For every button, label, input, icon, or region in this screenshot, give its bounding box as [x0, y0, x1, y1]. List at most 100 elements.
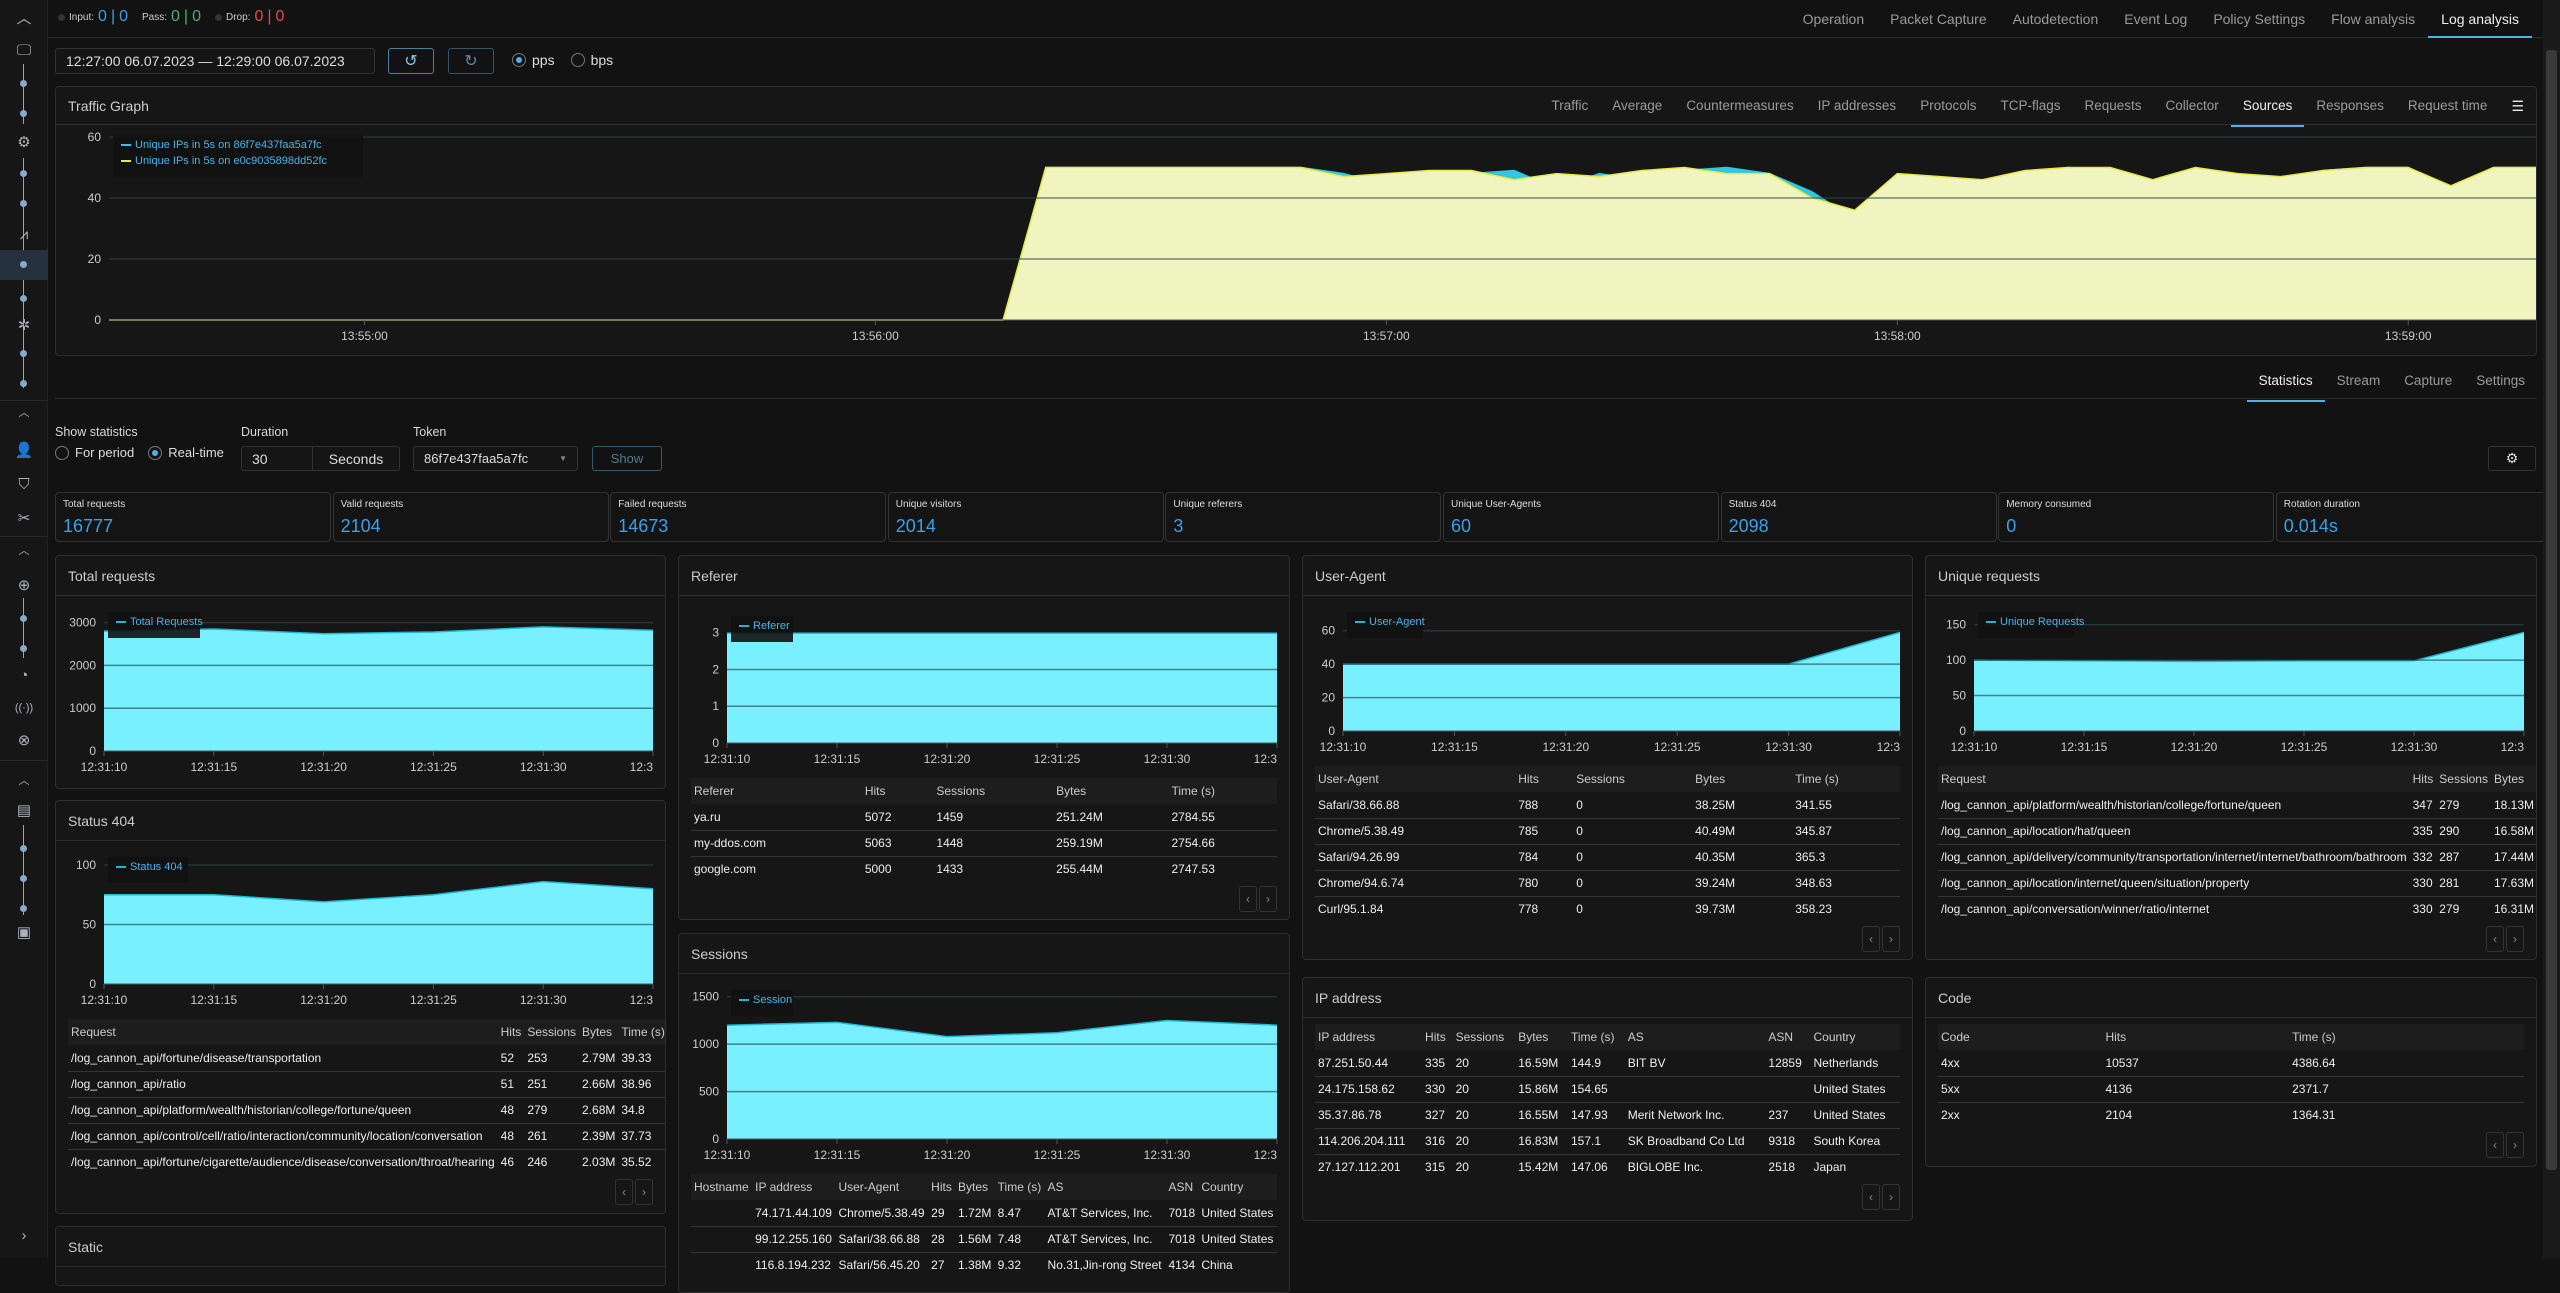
real-time-radio[interactable]: Real-time — [148, 445, 224, 460]
report-icon[interactable]: ▣ — [12, 922, 36, 944]
chart-legend[interactable]: User-Agent — [1347, 612, 1425, 638]
column-header[interactable]: AS — [1045, 1174, 1166, 1200]
collapse-up-icon[interactable]: ︿ — [12, 402, 36, 424]
next-page-button[interactable]: › — [2506, 926, 2524, 952]
tab-requests[interactable]: Requests — [2072, 87, 2153, 127]
nav-dot[interactable] — [20, 615, 27, 622]
column-header[interactable]: Hits — [1515, 766, 1573, 792]
prev-page-button[interactable]: ‹ — [2486, 1132, 2504, 1158]
column-header[interactable]: Request — [68, 1019, 498, 1045]
show-button[interactable]: Show — [592, 446, 662, 471]
tab-stream[interactable]: Stream — [2325, 362, 2393, 402]
user-icon[interactable]: 👤 — [12, 440, 36, 462]
next-page-button[interactable]: › — [1259, 886, 1277, 912]
tab-flow-analysis[interactable]: Flow analysis — [2318, 0, 2428, 38]
nav-dot[interactable] — [20, 110, 27, 117]
prev-page-button[interactable]: ‹ — [615, 1179, 633, 1205]
chart-legend[interactable]: Total Requests — [108, 612, 203, 638]
nav-dot[interactable] — [20, 845, 27, 852]
column-header[interactable]: Hits — [2102, 1024, 2289, 1050]
collapse-up-icon[interactable]: ︿ — [12, 540, 36, 562]
table-row[interactable]: /log_cannon_api/fortune/disease/transpor… — [68, 1045, 666, 1071]
column-header[interactable]: Hits — [498, 1019, 525, 1045]
column-header[interactable]: Sessions — [2436, 766, 2491, 792]
pps-radio[interactable]: pps — [512, 52, 555, 68]
column-header[interactable]: Bytes — [1053, 778, 1168, 804]
column-header[interactable]: Hits — [2410, 766, 2437, 792]
tab-protocols[interactable]: Protocols — [1908, 87, 1988, 127]
column-header[interactable]: User-Agent — [835, 1174, 928, 1200]
date-range-input[interactable]: 12:27:00 06.07.2023 — 12:29:00 06.07.202… — [55, 48, 375, 74]
tab-responses[interactable]: Responses — [2304, 87, 2396, 127]
prev-page-button[interactable]: ‹ — [1862, 1184, 1880, 1210]
column-header[interactable]: Sessions — [933, 778, 1053, 804]
nav-dot[interactable] — [20, 295, 27, 302]
column-header[interactable]: ASN — [1165, 1174, 1198, 1200]
table-row[interactable]: /log_cannon_api/location/internet/queen/… — [1938, 870, 2537, 896]
table-row[interactable]: /log_cannon_api/platform/wealth/historia… — [1938, 792, 2537, 818]
nav-dot[interactable] — [20, 875, 27, 882]
nav-dot[interactable] — [20, 905, 27, 912]
tools-icon[interactable]: ✂ — [12, 508, 36, 530]
prev-page-button[interactable]: ‹ — [1862, 926, 1880, 952]
chart-legend[interactable]: Referer — [731, 616, 793, 642]
bps-radio[interactable]: bps — [571, 52, 614, 68]
column-header[interactable]: Time (s) — [1568, 1024, 1625, 1050]
column-header[interactable]: Code — [1938, 1024, 2102, 1050]
column-header[interactable]: IP address — [752, 1174, 835, 1200]
globe-icon[interactable]: ⊗ — [12, 730, 36, 752]
chart-legend[interactable]: Unique Requests — [1978, 612, 2085, 638]
collapse-up-icon[interactable]: ︿ — [12, 8, 36, 30]
column-header[interactable]: Request — [1938, 766, 2410, 792]
chart-menu-icon[interactable]: ☰ — [2499, 87, 2536, 127]
tab-sources[interactable]: Sources — [2231, 87, 2305, 127]
nav-dot-active[interactable] — [20, 261, 27, 268]
tab-countermeasures[interactable]: Countermeasures — [1674, 87, 1805, 127]
tab-packet-capture[interactable]: Packet Capture — [1877, 0, 2000, 38]
table-row[interactable]: /log_cannon_api/fortune/cigarette/audien… — [68, 1149, 666, 1175]
column-header[interactable]: Referer — [691, 778, 862, 804]
next-page-button[interactable]: › — [1882, 926, 1900, 952]
column-header[interactable]: Time (s) — [1792, 766, 1900, 792]
chart-legend[interactable]: Status 404 — [108, 857, 188, 883]
chart-icon[interactable]: ⩘ — [12, 224, 36, 246]
collapse-up-icon[interactable]: ︿ — [12, 770, 36, 792]
tab-traffic[interactable]: Traffic — [1540, 87, 1601, 127]
tab-event-log[interactable]: Event Log — [2111, 0, 2200, 38]
column-header[interactable]: Time (s) — [2289, 1024, 2524, 1050]
column-header[interactable]: Bytes — [2491, 766, 2537, 792]
scrollbar-thumb[interactable] — [2546, 50, 2557, 1170]
tab-policy-settings[interactable]: Policy Settings — [2200, 0, 2318, 38]
column-header[interactable]: User-Agent — [1315, 766, 1515, 792]
table-row[interactable]: /log_cannon_api/delivery/community/trans… — [1938, 844, 2537, 870]
duration-unit-select[interactable]: Seconds — [312, 446, 400, 471]
nav-dot[interactable] — [20, 170, 27, 177]
nav-dot[interactable] — [20, 200, 27, 207]
tab-log-analysis[interactable]: Log analysis — [2428, 0, 2532, 38]
nav-dot[interactable] — [20, 380, 27, 387]
reset-button[interactable]: ↺ — [388, 48, 434, 74]
tab-capture[interactable]: Capture — [2392, 362, 2464, 402]
column-header[interactable]: Time (s) — [1169, 778, 1278, 804]
chart-legend[interactable]: Unique IPs in 5s on 86f7e437faa5a7fcUniq… — [113, 135, 363, 177]
page-scrollbar[interactable] — [2543, 0, 2560, 1258]
tab-statistics[interactable]: Statistics — [2247, 362, 2325, 402]
table-row[interactable]: /log_cannon_api/control/cell/ratio/inter… — [68, 1123, 666, 1149]
column-header[interactable]: Country — [1811, 1024, 1901, 1050]
tab-autodetection[interactable]: Autodetection — [2000, 0, 2112, 38]
nav-dot[interactable] — [20, 350, 27, 357]
expand-sidebar-icon[interactable]: › — [12, 1225, 36, 1247]
prev-page-button[interactable]: ‹ — [1239, 886, 1257, 912]
column-header[interactable]: Time (s) — [995, 1174, 1045, 1200]
column-header[interactable]: ASN — [1765, 1024, 1810, 1050]
